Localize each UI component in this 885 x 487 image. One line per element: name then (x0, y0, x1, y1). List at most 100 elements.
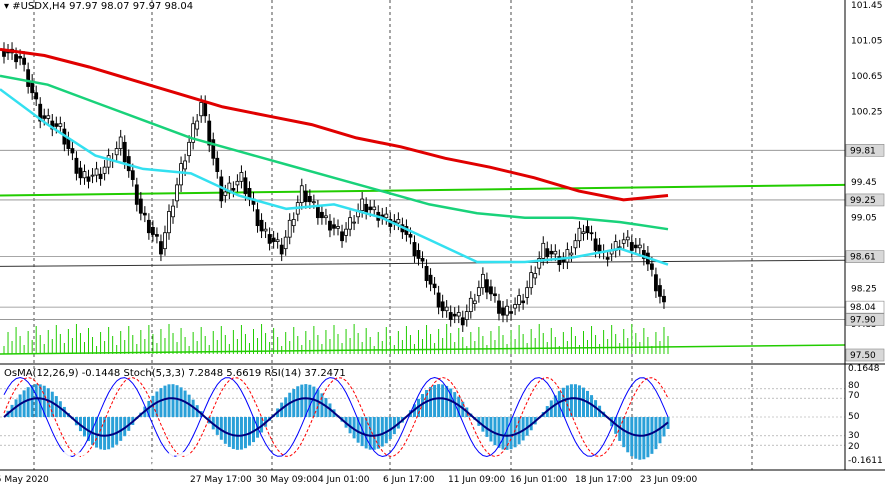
candle-body (420, 258, 425, 262)
candle-body (315, 206, 320, 219)
osma-bar (513, 417, 517, 448)
price-level-label: 99.81 (850, 146, 876, 156)
osma-bar (505, 417, 509, 450)
candle-body (122, 141, 127, 163)
candle-body (22, 57, 27, 65)
candle-body (509, 311, 513, 314)
candle-body (597, 244, 602, 252)
price-tick-label: 99.05 (851, 214, 877, 224)
candle-body (54, 123, 59, 127)
candle-body (505, 305, 509, 316)
candle-body (26, 69, 31, 87)
price-level-tag (845, 313, 885, 326)
candle-body (662, 295, 666, 303)
price-level-label: 99.25 (850, 196, 876, 206)
osma-bar (485, 417, 489, 437)
osma-bar (119, 417, 123, 441)
osma-bar (642, 417, 646, 460)
candle-body (517, 295, 522, 305)
candle-body (428, 274, 433, 285)
osma-bar (42, 385, 46, 417)
candle-body (629, 242, 634, 251)
osma-bar (175, 385, 179, 417)
candle-body (58, 123, 63, 127)
osma-bar (296, 386, 300, 417)
candle-body (130, 170, 135, 180)
price-tick-label: 98.25 (851, 285, 877, 295)
candle-body (167, 211, 171, 234)
candle-body (223, 191, 228, 196)
candle-body (94, 168, 99, 176)
osma-bar (630, 417, 634, 457)
candle-body (537, 258, 542, 269)
osma-bar (284, 397, 288, 417)
candle-body (344, 228, 348, 236)
osma-bar (634, 417, 638, 459)
candle-body (90, 174, 95, 177)
osma-bar (167, 384, 171, 417)
candle-body (199, 102, 204, 117)
candle-body (34, 92, 39, 100)
osma-bar (239, 417, 243, 450)
candle-body (569, 252, 574, 256)
candle-body (641, 250, 646, 259)
osma-bar (646, 417, 650, 458)
candle-body (573, 240, 578, 249)
time-tick-label: 27 May 17:00 (190, 475, 252, 485)
candle-body (328, 220, 332, 231)
candle-body (175, 184, 179, 202)
osma-bar (638, 417, 642, 460)
osma-bar (372, 417, 376, 450)
price-level-tag (845, 348, 885, 362)
candle-body (440, 301, 445, 312)
candle-body (633, 244, 638, 249)
indicator-label: OsMA(12,26,9) -0.1448 Stoch(5,3,3) 7.284… (4, 368, 346, 379)
osma-bar (493, 417, 497, 446)
osma-bar (356, 417, 360, 443)
moving-averages (0, 47, 669, 266)
candle-body (460, 317, 465, 326)
osma-bar (115, 417, 119, 445)
osma-bar (103, 417, 107, 450)
time-tick-label: 4 Jun 01:00 (318, 475, 370, 485)
osma-bar (590, 395, 594, 417)
candle-body (179, 163, 183, 186)
osc-tick-label: 70 (848, 391, 860, 401)
candle-body (525, 287, 530, 298)
candle-body (106, 155, 111, 168)
candle-body (150, 227, 155, 235)
candle-body (360, 198, 365, 211)
candle-body (585, 226, 590, 234)
osma-bar (183, 390, 187, 417)
candle-body (480, 273, 485, 289)
candle-body (621, 239, 626, 244)
osma-bar (457, 396, 461, 417)
candle-body (581, 231, 586, 235)
candle-body (533, 273, 538, 279)
osc-tick-label: 80 (848, 381, 860, 391)
osc-tick-label: 30 (848, 431, 860, 441)
candle-body (553, 250, 558, 255)
price-level-tag (845, 193, 885, 207)
candle-body (191, 123, 196, 143)
osma-bar (316, 389, 320, 417)
candle-body (211, 139, 216, 159)
candle-body (464, 311, 469, 320)
candle-body (138, 198, 143, 214)
candle-body (364, 203, 369, 213)
osc-tick-label: 20 (848, 442, 860, 452)
candle-body (14, 54, 18, 63)
osma-bar (569, 384, 573, 417)
osma-bar (288, 392, 292, 417)
candle-body (263, 228, 268, 232)
candlesticks (2, 42, 666, 332)
osma-bar (187, 394, 191, 417)
symbol-label: #USDX,H4 (12, 1, 66, 12)
watermark-brand: instaforex (41, 442, 214, 477)
osma-bar (50, 391, 54, 417)
oscillator-panel (0, 363, 885, 460)
candle-body (74, 157, 79, 174)
time-tick-label: 15 May 2020 (0, 475, 49, 485)
osma-bar (561, 387, 565, 417)
osma-bar (320, 393, 324, 417)
